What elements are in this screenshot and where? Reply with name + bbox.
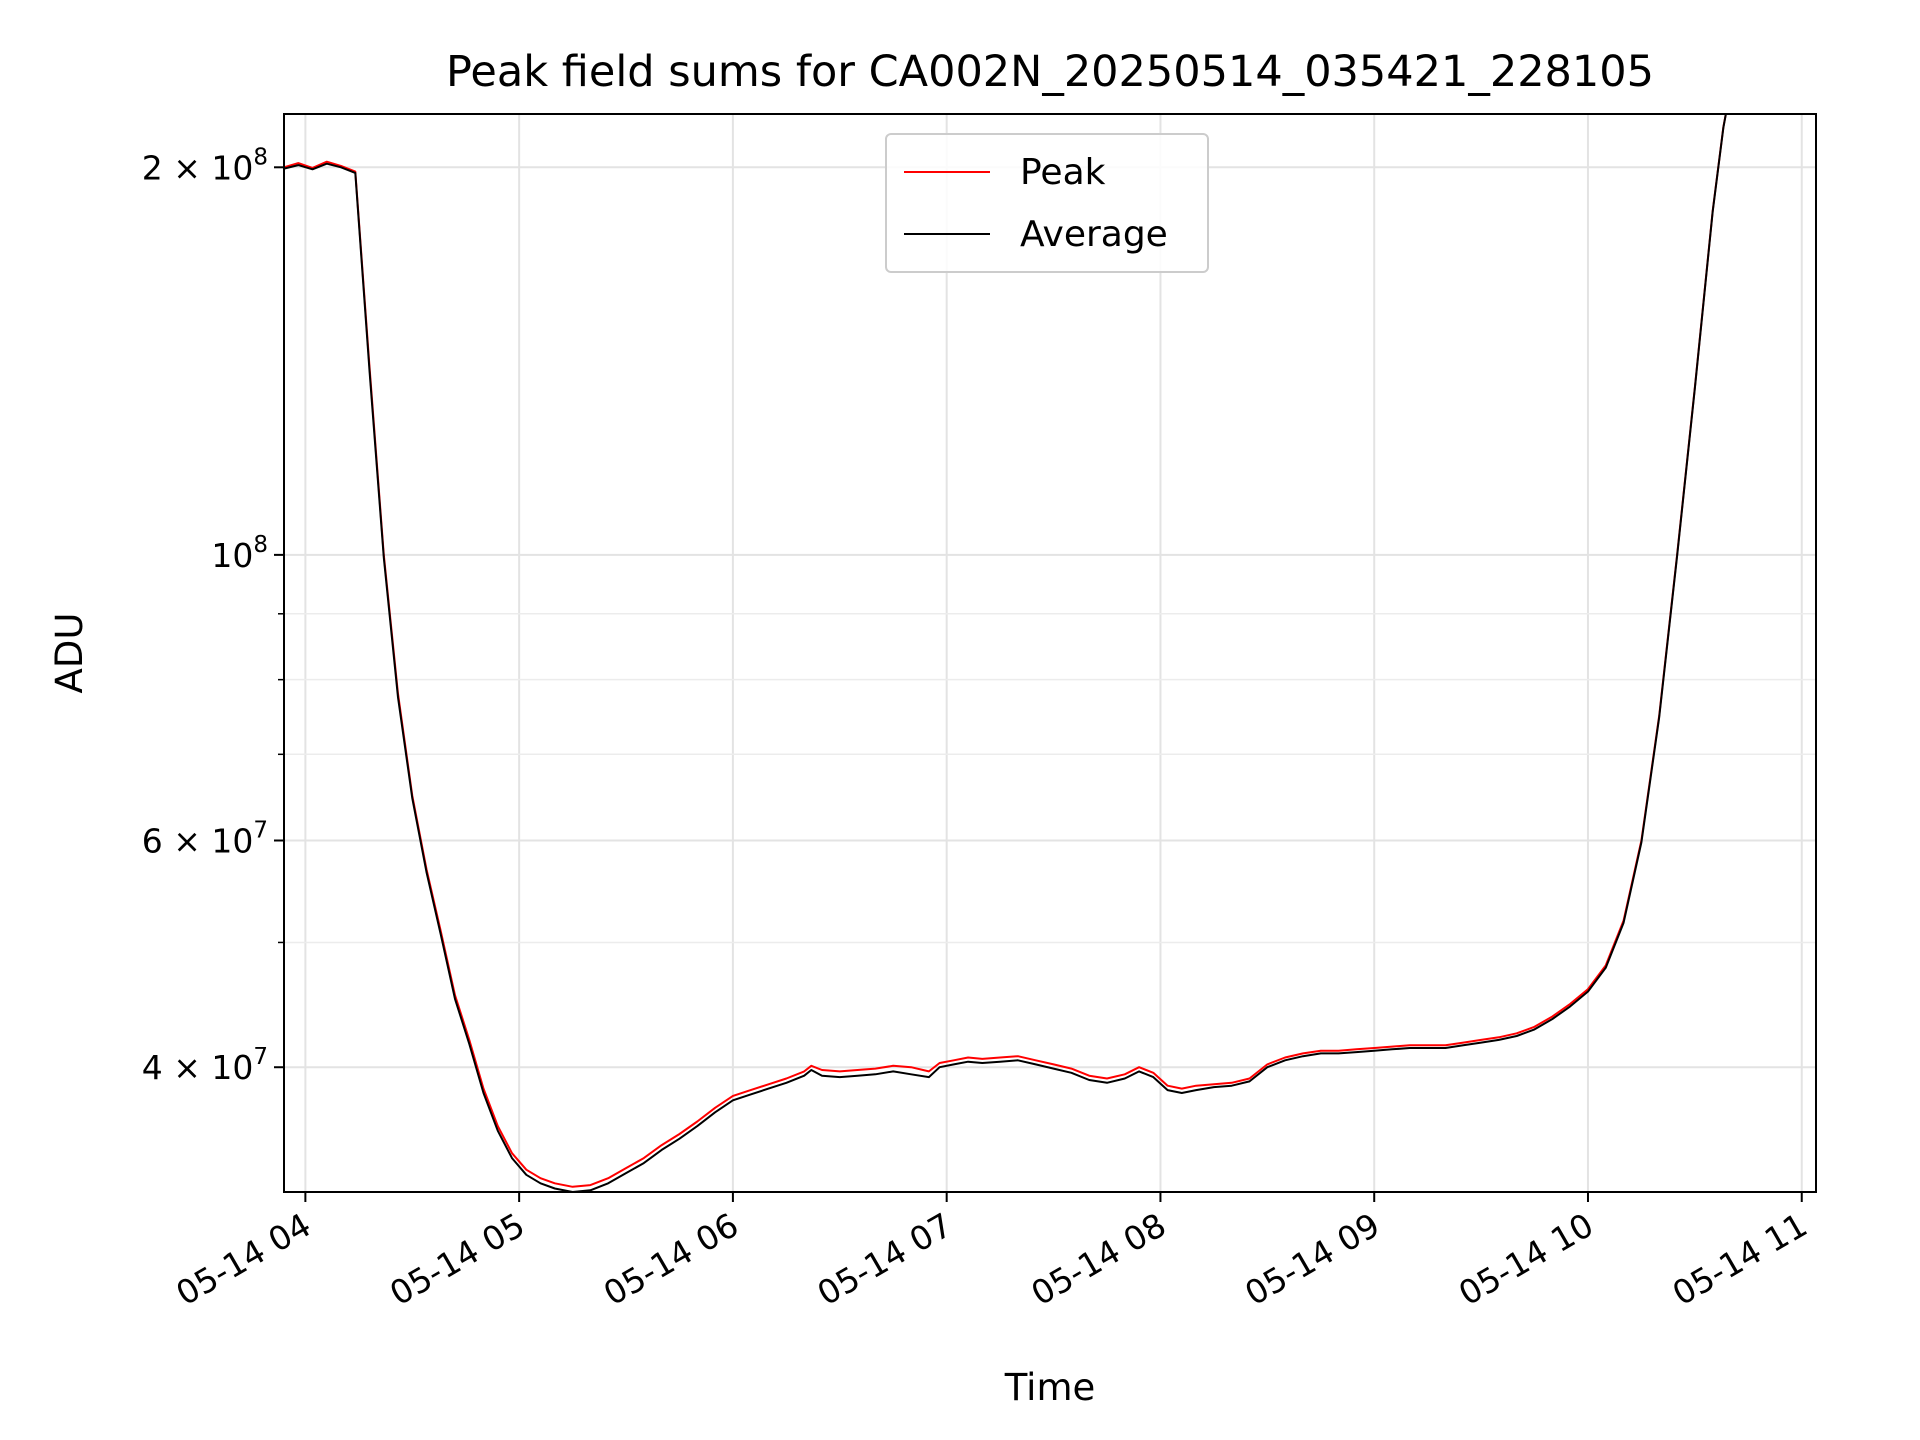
series-line-average <box>284 114 1727 1192</box>
legend: Peak Average <box>885 133 1209 273</box>
y-axis-label: ADU <box>48 613 91 694</box>
series-layer <box>284 114 1727 1192</box>
y-tick-label: 4 × 107 <box>142 1044 268 1087</box>
x-axis-label: Time <box>1004 1366 1096 1409</box>
y-axis: 4 × 107 6 × 107 108 2 × 108 <box>142 144 284 1087</box>
grid <box>284 114 1816 1192</box>
legend-label: Peak <box>1020 152 1106 193</box>
legend-entry-average: Average <box>904 214 1168 255</box>
chart-title: Peak field sums for CA002N_20250514_0354… <box>446 47 1654 97</box>
plot-frame <box>283 113 1817 1193</box>
legend-entry-peak: Peak <box>904 152 1106 193</box>
y-tick-label: 108 <box>211 532 268 575</box>
y-tick-label: 2 × 108 <box>142 144 268 187</box>
series-line-peak <box>284 114 1727 1188</box>
legend-label: Average <box>1020 214 1168 255</box>
legend-box <box>885 133 1209 273</box>
y-tick-label: 6 × 107 <box>142 818 268 861</box>
